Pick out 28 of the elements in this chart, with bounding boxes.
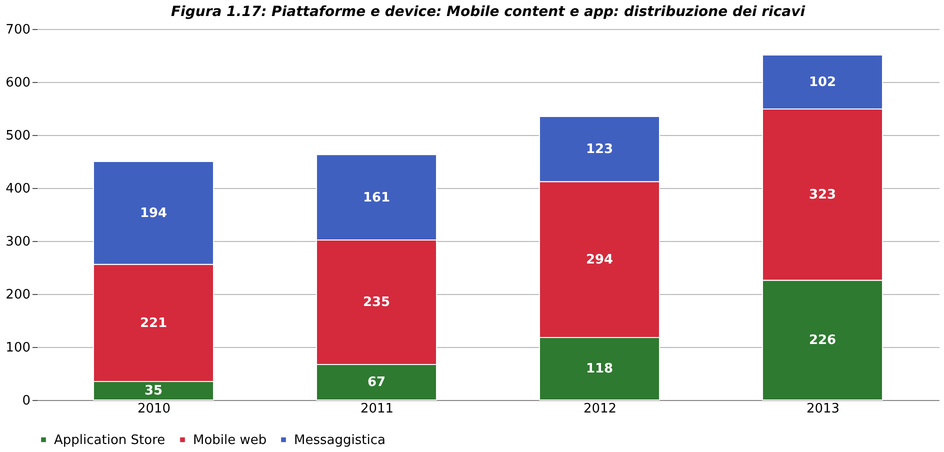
data-label: 161 (362, 190, 390, 206)
x-tick-label: 2011 (360, 402, 394, 416)
x-tick-label: 2010 (137, 402, 171, 416)
data-label: 323 (808, 188, 836, 203)
data-label: 226 (808, 333, 836, 348)
x-tick-label: 2012 (583, 402, 617, 416)
y-tick-label: 300 (6, 234, 30, 250)
y-tick-label: 500 (6, 128, 30, 144)
data-label: 35 (144, 384, 163, 399)
chart-title: Figura 1.17: Piattaforme e device: Mobile content e app: distribuzione dei ricavi (170, 4, 806, 20)
legend-label: Messaggistica (294, 432, 386, 448)
y-tick-label: 700 (6, 22, 30, 38)
y-tick-label: 0 (22, 394, 30, 408)
legend-label: Application Store (54, 432, 166, 448)
y-tick-label: 200 (6, 288, 30, 302)
y-tick-label: 100 (6, 340, 30, 356)
data-label: 67 (367, 375, 386, 390)
data-label: 118 (586, 362, 614, 377)
y-tick-label: 400 (6, 182, 30, 196)
y-tick-label: 600 (6, 76, 30, 90)
data-label: 221 (140, 316, 168, 331)
data-label: 294 (586, 252, 614, 268)
x-tick-label: 2013 (806, 402, 840, 416)
data-label: 123 (586, 142, 614, 158)
data-label: 194 (140, 206, 168, 221)
legend-label: Mobile web (193, 432, 267, 448)
data-label: 235 (362, 295, 390, 310)
data-label: 102 (808, 75, 836, 90)
